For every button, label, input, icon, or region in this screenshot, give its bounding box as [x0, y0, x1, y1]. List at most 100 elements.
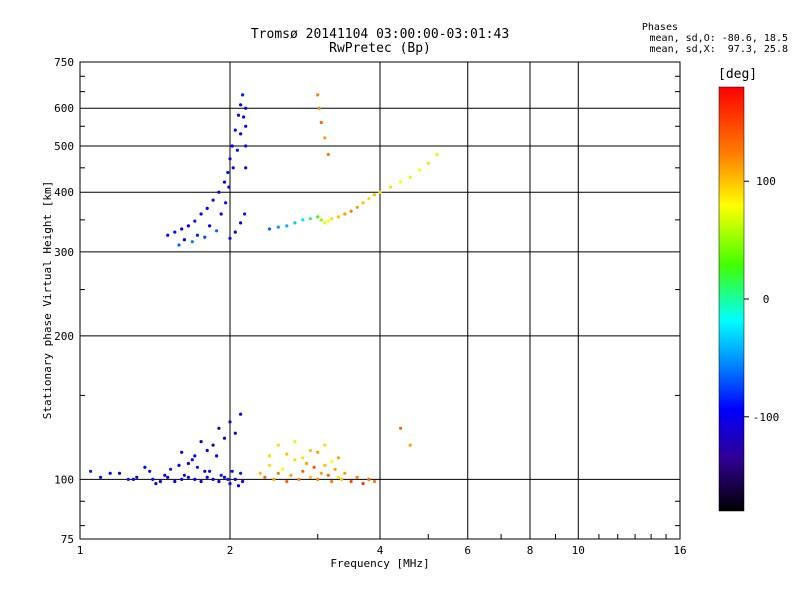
data-point — [316, 477, 320, 481]
data-point — [193, 454, 197, 458]
y-tick-label: 100 — [54, 473, 74, 486]
data-point — [163, 473, 167, 477]
data-point — [166, 475, 170, 479]
data-point — [230, 144, 234, 148]
data-point — [208, 469, 212, 473]
data-point — [233, 477, 237, 481]
y-tick-label: 500 — [54, 140, 74, 153]
data-point — [267, 463, 272, 467]
data-point — [228, 482, 232, 486]
data-point — [154, 482, 158, 486]
data-point — [285, 224, 289, 228]
stats-heading: Phases — [641, 22, 678, 33]
colorbar-ticks: 100 0 -100 — [744, 175, 779, 424]
data-point — [333, 467, 337, 471]
data-point — [289, 473, 293, 477]
data-point — [182, 238, 186, 242]
data-point — [378, 190, 382, 194]
data-point — [211, 198, 215, 202]
data-point — [241, 93, 245, 97]
x-tick-label: 8 — [527, 544, 534, 557]
data-point — [239, 103, 243, 107]
grid-layer — [80, 62, 680, 539]
data-point — [305, 461, 309, 466]
data-point — [293, 440, 297, 444]
data-point — [205, 206, 209, 210]
x-tick-label: 2 — [227, 544, 234, 557]
data-point — [336, 215, 340, 219]
y-tick-label: 400 — [54, 186, 74, 199]
data-point — [158, 479, 162, 484]
data-point — [355, 205, 359, 209]
data-point — [293, 458, 297, 462]
data-point — [236, 113, 241, 117]
data-point — [131, 477, 135, 481]
data-point — [231, 166, 235, 170]
data-point — [182, 473, 186, 477]
x-tick-label: 16 — [673, 544, 686, 557]
data-point — [166, 233, 170, 237]
data-point — [408, 175, 412, 179]
x-tick-label: 6 — [464, 544, 471, 557]
data-point — [408, 443, 412, 447]
data-point — [323, 136, 327, 140]
data-point — [244, 166, 248, 170]
data-point — [267, 454, 272, 458]
data-point — [312, 465, 316, 469]
data-point — [236, 484, 241, 488]
x-tick-label: 4 — [377, 544, 384, 557]
data-point — [89, 469, 93, 473]
data-point — [323, 443, 327, 447]
data-point — [227, 185, 231, 189]
data-point — [126, 477, 130, 481]
data-point — [195, 233, 199, 237]
data-point — [230, 469, 234, 473]
data-point — [361, 482, 365, 486]
data-point — [193, 219, 197, 223]
data-point — [244, 144, 248, 148]
data-point — [244, 106, 248, 110]
data-point — [169, 467, 173, 471]
data-point — [316, 215, 320, 219]
data-point — [293, 221, 297, 225]
data-point — [308, 217, 312, 221]
data-point — [336, 475, 340, 479]
data-point — [173, 230, 177, 234]
x-tick-label: 10 — [572, 544, 585, 557]
data-point — [417, 168, 422, 172]
data-point — [301, 456, 305, 460]
data-point — [233, 128, 237, 132]
data-point — [208, 224, 212, 228]
data-point — [326, 473, 330, 477]
data-point — [199, 479, 203, 484]
data-point — [340, 477, 344, 481]
data-point — [242, 115, 246, 119]
data-point — [316, 450, 320, 454]
data-point — [228, 420, 232, 424]
data-point — [308, 448, 312, 453]
data-point — [330, 217, 334, 221]
data-point — [228, 236, 232, 240]
data-point — [117, 471, 122, 475]
data-point — [239, 471, 243, 475]
data-point — [239, 412, 243, 416]
data-point — [323, 463, 327, 467]
data-point — [355, 475, 359, 479]
data-point — [143, 465, 147, 469]
y-axis-label: Stationary phase Virtual Height [km] — [41, 180, 54, 420]
data-point — [205, 475, 209, 479]
data-point — [211, 443, 215, 447]
data-point — [319, 471, 323, 475]
data-point — [190, 458, 194, 462]
ticks-layer: 1 2 4 6 8 10 16 75 100 200 300 400 500 600 750 — [54, 56, 687, 557]
data-point — [372, 193, 377, 197]
data-point — [297, 477, 301, 481]
data-point — [222, 475, 227, 479]
data-point — [372, 479, 377, 484]
data-point — [330, 479, 334, 484]
data-point — [281, 467, 285, 471]
data-point — [222, 180, 227, 184]
data-point — [233, 230, 237, 234]
data-point — [199, 440, 203, 444]
data-point — [301, 469, 305, 473]
